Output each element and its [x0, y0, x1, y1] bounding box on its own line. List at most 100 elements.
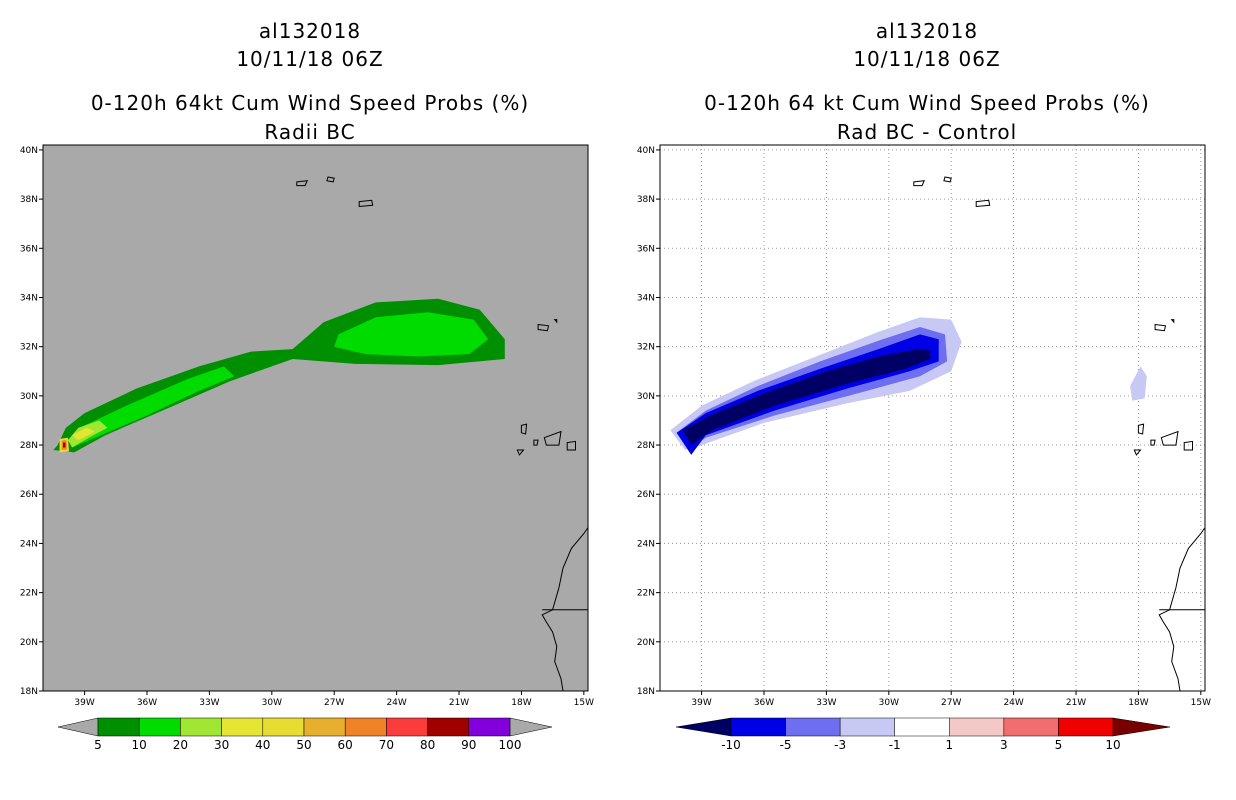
colorbar-label: 1	[945, 738, 953, 752]
island-outline	[533, 439, 539, 446]
island-outline	[1183, 440, 1193, 451]
colorbar-low-arrow	[57, 717, 99, 737]
colorbar-swatch	[949, 717, 1005, 737]
y-tick-label: 26N	[637, 490, 655, 500]
contour-level-10	[68, 366, 235, 448]
y-tick-label: 40N	[20, 146, 38, 156]
colorbar-swatch	[262, 717, 305, 737]
y-tick-label: 22N	[20, 589, 38, 599]
island-outline	[1137, 423, 1145, 435]
colorbar-label: -1	[889, 738, 901, 752]
island-outline	[1154, 323, 1167, 332]
island-outline	[553, 319, 558, 324]
y-tick-label: 30N	[637, 392, 655, 402]
island-outline	[1150, 439, 1156, 446]
colorbar-label: 20	[173, 738, 188, 752]
colorbar-label: 100	[499, 738, 522, 752]
colorbar-label: 30	[214, 738, 229, 752]
island-outline	[975, 199, 991, 208]
colorbar-swatch	[138, 717, 181, 737]
right-colorbar: -10 -5 -3 -1 1 3 5 10	[675, 717, 1171, 752]
colorbar-swatch	[468, 717, 511, 737]
y-tick-label: 22N	[637, 589, 655, 599]
y-tick-label: 36N	[20, 244, 38, 254]
y-tick-label: 20N	[20, 638, 38, 648]
colorbar-swatch	[427, 717, 470, 737]
island-outline	[516, 449, 525, 456]
colorbar-swatch	[839, 717, 895, 737]
x-tick-label: 18W	[511, 698, 531, 708]
contour-level-80	[63, 442, 66, 448]
x-tick-label: 33W	[816, 698, 836, 708]
x-tick-label: 36W	[754, 698, 774, 708]
right-panel-titles: al132018 10/11/18 06Z 0-120h 64 kt Cum W…	[704, 19, 1150, 144]
y-tick-label: 32N	[20, 343, 38, 353]
x-tick-label: 27W	[324, 698, 344, 708]
island-outline	[913, 180, 925, 187]
colorbar-swatch	[180, 717, 222, 737]
x-tick-label: 21W	[1066, 698, 1086, 708]
colorbar-label: -5	[780, 738, 792, 752]
x-tick-label: 24W	[386, 698, 406, 708]
island-outline	[1211, 428, 1224, 443]
colorbar-label: 10	[132, 738, 147, 752]
colorbar-label: -3	[834, 738, 846, 752]
left-chart-title: 0-120h 64kt Cum Wind Speed Probs (%)	[91, 91, 529, 115]
island-outline	[943, 176, 952, 183]
right-datetime: 10/11/18 06Z	[853, 47, 1000, 71]
colorbar-label: 5	[94, 738, 102, 752]
right-map-panel: 39W 36W 33W 30W 27W 24W 21W 18W 15W 40N 38N 36N 34N 3…	[637, 144, 1224, 708]
x-tick-label: 36W	[137, 698, 157, 708]
island-outline	[1133, 449, 1142, 456]
coastline	[541, 526, 588, 691]
x-tick-label: 33W	[199, 698, 219, 708]
island-outline	[520, 423, 528, 435]
y-tick-label: 20N	[637, 638, 655, 648]
y-tick-label: 18N	[637, 687, 655, 697]
left-panel-titles: al132018 10/11/18 06Z 0-120h 64kt Cum Wi…	[91, 19, 529, 144]
island-outline	[326, 176, 335, 183]
left-storm-id: al132018	[259, 19, 361, 43]
x-tick-label: 27W	[941, 698, 961, 708]
island-outline	[537, 323, 550, 332]
colorbar-label: 60	[338, 738, 353, 752]
contour-level--10	[682, 349, 931, 446]
colorbar-swatch	[1058, 717, 1114, 737]
colorbar-label: 5	[1055, 738, 1063, 752]
map-plot-area	[660, 145, 1224, 691]
x-tick-label: 15W	[574, 698, 594, 708]
island-outline	[358, 199, 374, 208]
map-plot-area	[53, 176, 607, 691]
colorbar-swatch	[303, 717, 346, 737]
x-tick-label: 39W	[74, 698, 94, 708]
right-chart-subtitle: Rad BC - Control	[837, 120, 1017, 144]
colorbar-swatch	[730, 717, 786, 737]
y-tick-label: 36N	[637, 244, 655, 254]
contour-level--1	[1130, 366, 1147, 401]
x-tick-label: 39W	[691, 698, 711, 708]
colorbar-swatch	[1003, 717, 1059, 737]
y-tick-label: 28N	[20, 441, 38, 451]
colorbar-swatch	[97, 717, 140, 737]
left-datetime: 10/11/18 06Z	[236, 47, 383, 71]
colorbar-high-arrow	[509, 717, 553, 737]
y-tick-label: 30N	[20, 392, 38, 402]
colorbar-label: 70	[379, 738, 394, 752]
coastline	[1158, 526, 1205, 691]
left-colorbar: 5 10 20 30 40 50 60 70 80 90 100	[57, 717, 553, 752]
colorbar-label: -10	[721, 738, 741, 752]
colorbar-swatch	[344, 717, 387, 737]
right-chart-title: 0-120h 64 kt Cum Wind Speed Probs (%)	[704, 91, 1150, 115]
colorbar-high-arrow	[1112, 717, 1171, 737]
colorbar-swatch	[386, 717, 428, 737]
island-outline	[1170, 319, 1175, 324]
colorbar-label: 10	[1105, 738, 1120, 752]
island-outline	[566, 440, 576, 451]
colorbar-swatch	[221, 717, 264, 737]
colorbar-low-arrow	[675, 717, 732, 737]
island-outline	[594, 428, 607, 443]
x-tick-label: 21W	[449, 698, 469, 708]
map-frame	[42, 144, 589, 692]
island-outline	[543, 430, 562, 446]
